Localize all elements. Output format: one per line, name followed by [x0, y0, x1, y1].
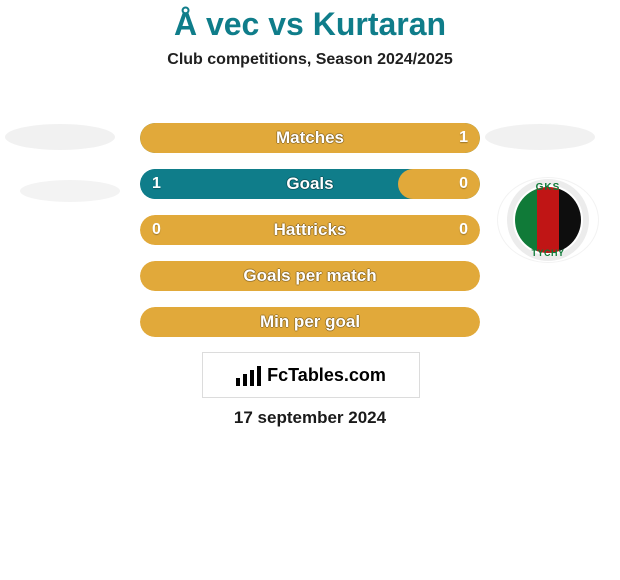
left-club-placeholder: [5, 124, 115, 150]
stat-value-right: 0: [459, 169, 468, 199]
stat-row: Min per goal: [140, 307, 480, 337]
club-badge-top-text: GKS: [513, 182, 583, 193]
stat-label: Hattricks: [140, 215, 480, 245]
stat-label: Goals: [140, 169, 480, 199]
stat-value-left: 1: [152, 169, 161, 199]
stat-label: Min per goal: [140, 307, 480, 337]
stat-row: Hattricks0 0: [140, 215, 480, 245]
comparison-infographic: Å vec vs Kurtaran Club competitions, Sea…: [0, 0, 620, 580]
stat-value-right: 1: [459, 123, 468, 153]
page-title: Å vec vs Kurtaran: [0, 0, 620, 43]
stat-row: Matches1: [140, 123, 480, 153]
club-badge-gks-tychy: GKS TYCHY: [498, 178, 598, 262]
stat-value-right: 0: [459, 215, 468, 245]
stat-rows: Matches1Goals10Hattricks00Goals per matc…: [140, 123, 480, 353]
date-line: 17 september 2024: [0, 408, 620, 428]
stat-row: Goals per match: [140, 261, 480, 291]
brand-text: FcTables.com: [267, 365, 386, 386]
left-player-placeholder: [20, 180, 120, 202]
brand-box: FcTables.com: [202, 352, 420, 398]
stat-label: Matches: [140, 123, 480, 153]
subtitle: Club competitions, Season 2024/2025: [0, 51, 620, 69]
stat-row: Goals1 0: [140, 169, 480, 199]
brand-bars-icon: [236, 364, 261, 386]
club-badge-bottom-text: TYCHY: [513, 248, 583, 258]
stat-value-left: 0: [152, 215, 161, 245]
stat-label: Goals per match: [140, 261, 480, 291]
right-club-placeholder: [485, 124, 595, 150]
